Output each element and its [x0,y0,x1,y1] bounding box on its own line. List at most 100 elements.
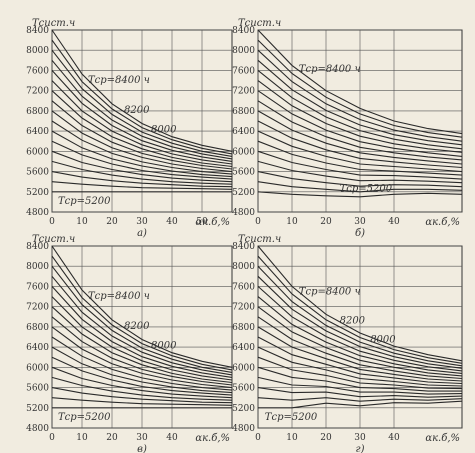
y-tick-label: 5600 [232,168,255,178]
x-tick-label: 30 [136,217,148,227]
curve-label: 8000 [370,335,396,346]
curve [257,69,463,150]
y-tick-label: 6800 [26,323,49,333]
curve-label: Tср=8400 ч [299,64,361,75]
curve [257,80,463,153]
x-tick-label: 10 [76,217,88,227]
curve [51,80,233,165]
y-tick-label: 6400 [26,127,49,137]
y-tick-label: 5200 [232,188,255,198]
curve [51,140,233,180]
curve [257,181,463,193]
y-tick-label: 4800 [26,208,49,218]
curve [51,255,233,371]
curve [257,130,463,173]
curve [51,356,233,396]
curve [257,29,463,135]
curve [51,90,233,168]
curve-label: Tср=5200 [58,196,111,207]
x-tick-label: 20 [106,217,118,227]
curve [257,39,463,138]
curve [51,336,233,391]
y-tick-label: 5200 [26,404,49,414]
curve [51,245,233,368]
y-tick-label: 6800 [26,107,49,117]
y-axis-label: Тсист.ч [238,234,281,245]
curve [257,397,463,402]
x-tick-label: 30 [136,433,148,443]
curve [51,59,233,160]
curve [257,110,463,165]
x-tick-label: 0 [49,217,55,227]
curve [257,59,463,146]
curve-label: Tср=8400 ч [88,75,150,86]
y-tick-label: 7600 [26,66,49,76]
curve [257,140,463,176]
curve [257,150,463,180]
y-tick-label: 6000 [232,363,255,373]
panel-caption: в) [137,444,147,453]
x-tick-label: 30 [354,217,366,227]
x-axis-label: αк.б,% [425,433,460,444]
curve [257,296,463,374]
curve [257,346,463,387]
curve-label: 8200 [340,316,366,327]
curve [257,306,463,377]
y-tick-label: 8000 [26,262,49,272]
y-tick-label: 5600 [26,384,49,394]
y-tick-label: 4800 [26,424,49,434]
curve [257,191,463,198]
curve [51,110,233,173]
curve-label: Tср=8400 ч [88,291,150,302]
curve [257,100,463,161]
x-tick-label: 0 [49,433,55,443]
y-tick-label: 6400 [232,343,255,353]
curve [257,255,463,364]
curve [257,356,463,390]
x-tick-label: 10 [286,433,298,443]
x-tick-label: 10 [286,217,298,227]
curve [257,366,462,392]
curve [257,90,463,157]
curve-label: 8200 [124,105,150,116]
y-tick-label: 7200 [232,303,255,313]
curve [257,376,463,395]
curve [51,160,233,185]
y-tick-label: 7600 [232,66,255,76]
curve [51,171,233,188]
curve [257,336,463,385]
y-tick-label: 6000 [26,363,49,373]
x-tick-label: 40 [166,433,178,443]
y-tick-label: 8000 [26,46,49,56]
y-axis-label: Тсист.ч [32,234,75,245]
x-tick-label: 40 [388,433,400,443]
curve [51,306,233,384]
y-axis-label: Тсист.ч [32,18,75,29]
curve [257,160,463,184]
curve [51,326,233,389]
curve [51,296,233,381]
y-tick-label: 4800 [232,208,255,218]
x-tick-label: 20 [106,433,118,443]
y-tick-label: 7200 [26,87,49,97]
y-tick-label: 5600 [232,384,255,394]
y-tick-label: 7600 [26,282,49,292]
y-tick-label: 8400 [26,242,49,252]
curve [257,285,463,372]
curve-label: Tср=8400 ч [299,286,361,297]
panel-caption: г) [356,444,365,453]
x-axis-label: αк.б,% [425,217,460,228]
curve [257,387,463,398]
y-tick-label: 6000 [26,147,49,157]
curve [51,286,233,378]
x-tick-label: 40 [388,217,400,227]
y-tick-label: 6800 [232,107,255,117]
curve [257,49,463,142]
curve [51,387,233,404]
y-tick-label: 5200 [26,188,49,198]
panel-caption: а) [137,228,147,239]
x-tick-label: 0 [255,433,261,443]
y-tick-label: 6800 [232,323,255,333]
curve [257,120,463,169]
